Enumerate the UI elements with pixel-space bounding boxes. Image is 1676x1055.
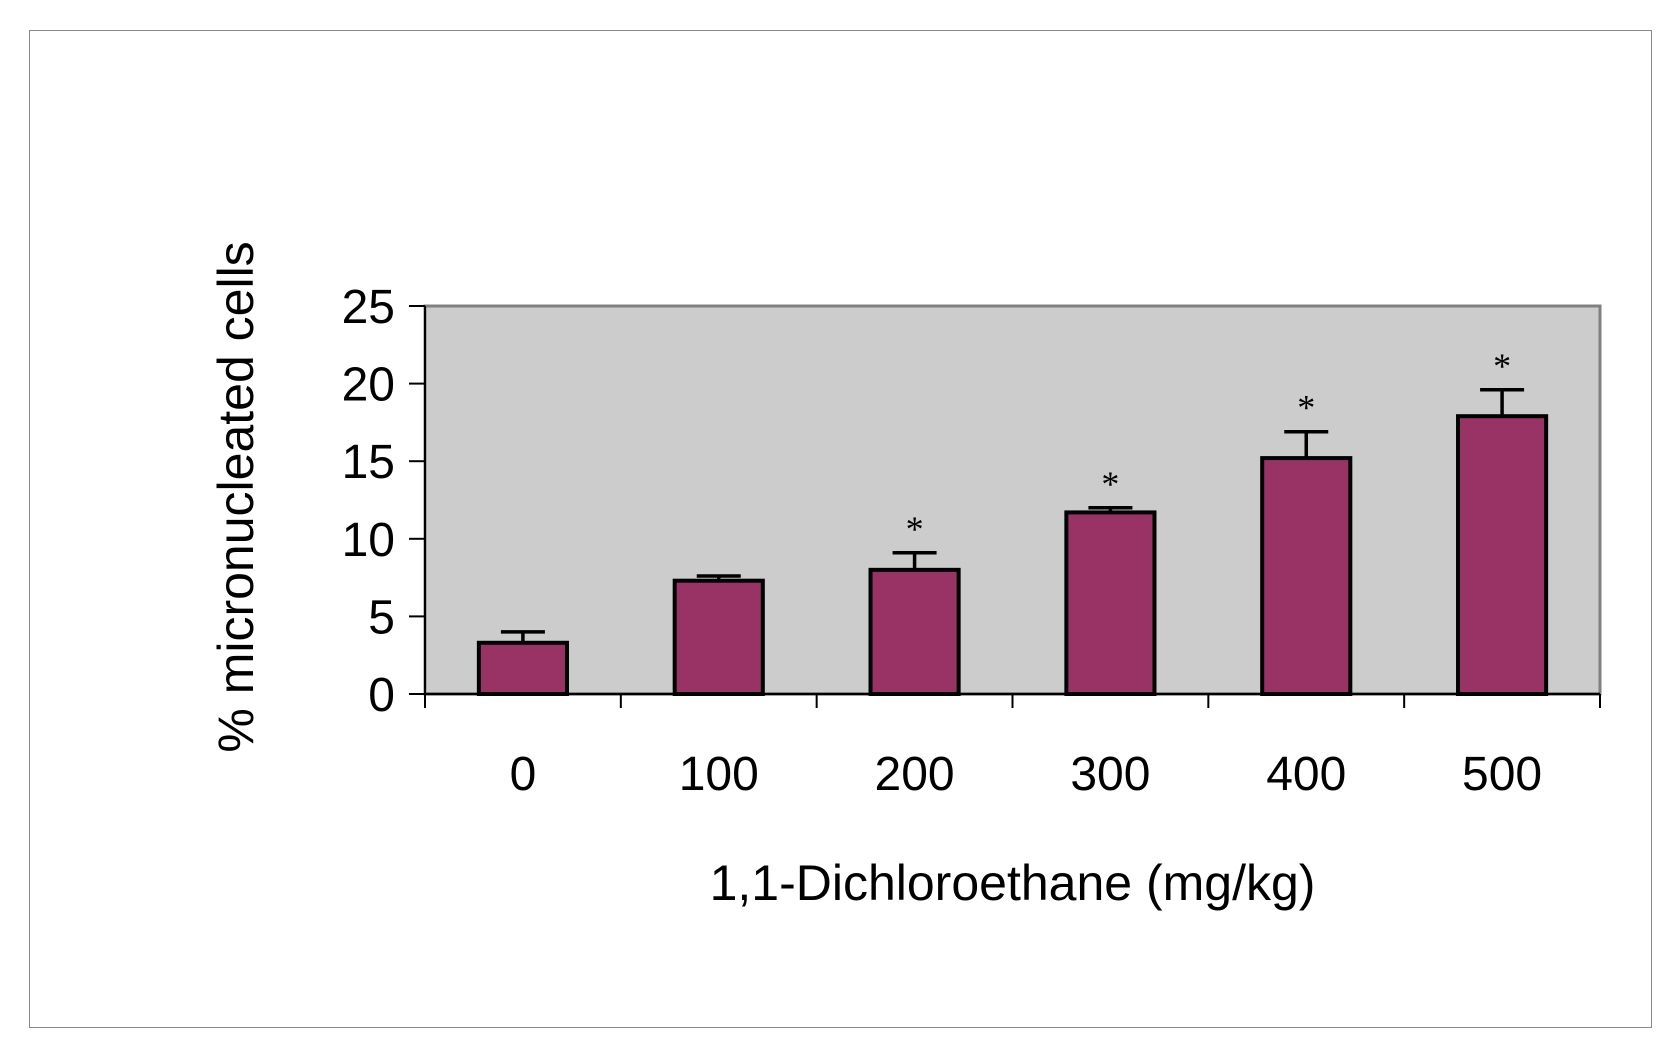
- y-tick-label: 5: [368, 591, 395, 644]
- x-tick-label: 300: [1070, 748, 1150, 801]
- bar-500: [1456, 414, 1549, 696]
- y-tick-label: 15: [342, 436, 395, 489]
- bar-200: [868, 567, 961, 697]
- error-bar-0: [500, 630, 545, 643]
- plot-area: [423, 304, 1602, 696]
- bar-300: [1064, 510, 1157, 697]
- significance-star: *: [1101, 464, 1119, 504]
- error-bar-400: [1284, 429, 1329, 459]
- y-tick-label: 0: [368, 669, 395, 722]
- error-bar-100: [696, 574, 741, 581]
- y-axis-title: % micronucleated cells: [208, 241, 264, 752]
- x-tick-label: 500: [1462, 748, 1542, 801]
- error-bar-300: [1088, 506, 1133, 513]
- significance-star: *: [1493, 346, 1511, 386]
- error-bars-group: [500, 388, 1525, 643]
- x-axis-title: 1,1-Dichloroethane (mg/kg): [710, 855, 1316, 911]
- significance-star: *: [906, 509, 924, 549]
- x-tick-label: 100: [679, 748, 759, 801]
- x-axis: 0 100 200 300 400 500: [424, 692, 1601, 801]
- error-bar-500: [1480, 388, 1525, 417]
- bar-400: [1260, 456, 1353, 697]
- x-tick-label: 0: [510, 748, 537, 801]
- y-tick-label: 10: [342, 514, 395, 567]
- bar-100: [672, 578, 765, 696]
- error-bar-200: [892, 551, 937, 570]
- significance-star: *: [1297, 388, 1315, 428]
- y-axis: 0 5 10 15 20 25: [342, 281, 426, 722]
- x-tick-label: 200: [875, 748, 955, 801]
- bar-0: [476, 640, 569, 696]
- x-tick-label: 400: [1266, 748, 1346, 801]
- significance-markers: * * * *: [906, 346, 1512, 549]
- y-tick-label: 20: [342, 359, 395, 412]
- y-tick-label: 25: [342, 281, 395, 334]
